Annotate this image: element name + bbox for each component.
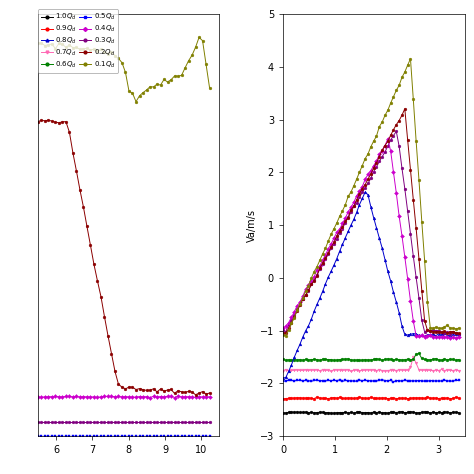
- Y-axis label: Va/m/s: Va/m/s: [247, 209, 257, 242]
- Legend: 1.0$Q_d$, 0.9$Q_d$, 0.8$Q_d$, 0.7$Q_d$, 0.6$Q_d$, 0.5$Q_d$, 0.4$Q_d$, 0.3$Q_d$, : 1.0$Q_d$, 0.9$Q_d$, 0.8$Q_d$, 0.7$Q_d$, …: [38, 9, 118, 73]
